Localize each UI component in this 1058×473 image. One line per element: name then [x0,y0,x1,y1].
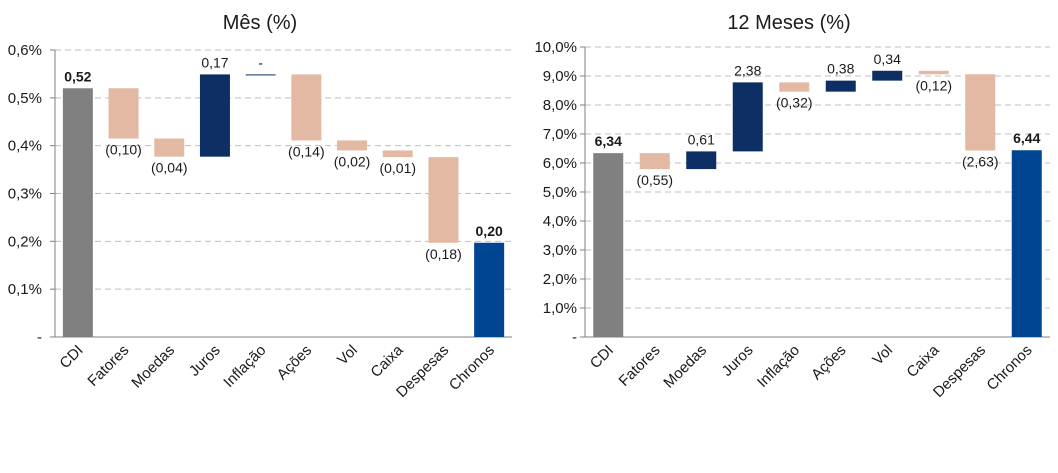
data-label-fatores: (0,55) [636,172,673,188]
x-tick-label-moedas: Moedas [128,342,178,392]
bar-vol [872,70,903,81]
x-tick-label-juros: Juros [186,342,224,380]
x-tick-label-caixa: Caixa [367,341,407,381]
waterfall-chart-month: - 0,1% 0,2% 0,3% 0,4% 0,5% 0,6% 0,52 CDI (0,10) Fa… [8,42,512,401]
bar-juros [732,82,763,152]
bar-juros [199,74,230,157]
y-tick-label: 0,2% [8,233,42,250]
x-tick-label-chronos: Chronos [446,342,498,394]
data-label-fatores: (0,10) [105,141,142,157]
x-tick-label-moedas: Moedas [660,342,710,392]
y-tick-label: 5,0% [543,184,577,201]
y-tick-label: 0,6% [8,42,42,59]
bar-fatores [108,88,139,139]
bar-caixa [382,150,413,158]
data-label-juros: 0,17 [201,54,228,70]
y-tick-label: 6,0% [543,155,577,172]
x-tick-label-inflacao: Inflação [220,342,269,391]
bar-inflacao [245,74,276,76]
chart-title-month: Mês (%) [222,12,298,34]
x-tick-label-vol: Vol [334,342,361,369]
x-tick-label-fatores: Fatores [84,342,132,390]
data-label-chronos: 0,20 [476,223,503,239]
bar-moedas [686,151,717,170]
bar-despesas [428,157,459,243]
x-tick-label-chronos: Chronos [983,342,1035,394]
x-tick-label-cdi: CDI [56,342,86,372]
bar-acoes [291,74,322,141]
data-label-acoes: 0,38 [827,61,854,77]
data-label-caixa: (0,12) [915,77,952,93]
y-tick-label: - [572,329,577,346]
bar-moedas [154,138,185,157]
bar-despesas [965,74,996,151]
data-label-despesas: (0,18) [425,246,462,262]
x-tick-label-vol: Vol [869,342,896,369]
waterfall-chart-12-months: - 1,0% 2,0% 3,0% 4,0% 5,0% 6,0% 7,0% 8,0% 9,0% 10,… [534,39,1050,401]
data-label-inflacao: (0,32) [776,95,813,111]
data-label-despesas: (2,63) [962,154,999,170]
y-tick-label: 7,0% [543,126,577,143]
y-tick-label: 8,0% [543,97,577,114]
chart-panel-12-months: 12 Meses (%) - 1,0% 2,0% 3,0% 4,0% 5,0% 6,0% 7,… [520,0,1058,473]
y-tick-label: 10,0% [534,39,577,56]
x-tick-label-cdi: CDI [587,342,617,372]
bar-chronos [474,242,505,337]
data-label-acoes: (0,14) [288,143,325,159]
y-tick-label: - [37,329,42,346]
x-tick-label-caixa: Caixa [903,341,943,381]
y-tick-label: 0,1% [8,281,42,298]
x-tick-label-fatores: Fatores [616,342,664,390]
y-tick-label: 3,0% [543,242,577,259]
data-label-cdi: 0,52 [64,68,91,84]
data-label-moedas: (0,04) [151,160,188,176]
bar-acoes [825,80,856,92]
y-tick-label: 2,0% [543,271,577,288]
y-tick-label: 1,0% [543,300,577,317]
bar-cdi [62,88,93,338]
x-tick-label-acoes: Ações [808,342,850,384]
bar-caixa [918,70,949,75]
bar-vol [337,140,368,151]
y-tick-label: 0,4% [8,138,42,155]
bar-cdi [593,153,624,337]
data-label-vol: 0,34 [874,51,901,67]
bar-chronos [1011,150,1042,337]
chart-panel-month: Mês (%) - 0,1% 0,2% 0,3% 0,4% 0,5% 0,6% 0,52 CDI… [0,0,520,473]
chart-title-12-months: 12 Meses (%) [727,12,851,34]
data-label-caixa: (0,01) [379,160,416,176]
data-label-chronos: 6,44 [1013,130,1040,146]
x-tick-label-acoes: Ações [274,342,316,384]
data-label-vol: (0,02) [334,153,371,169]
bar-fatores [639,153,670,170]
y-tick-label: 0,5% [8,90,42,107]
data-label-cdi: 6,34 [595,133,622,149]
y-tick-label: 0,3% [8,186,42,203]
y-tick-label: 4,0% [543,213,577,230]
x-tick-label-juros: Juros [719,342,757,380]
x-tick-label-inflacao: Inflação [754,342,803,391]
data-label-inflacao: - [258,54,263,70]
data-label-moedas: 0,61 [688,131,715,147]
y-tick-label: 9,0% [543,68,577,85]
data-label-juros: 2,38 [734,62,761,78]
bar-inflacao [779,82,810,92]
